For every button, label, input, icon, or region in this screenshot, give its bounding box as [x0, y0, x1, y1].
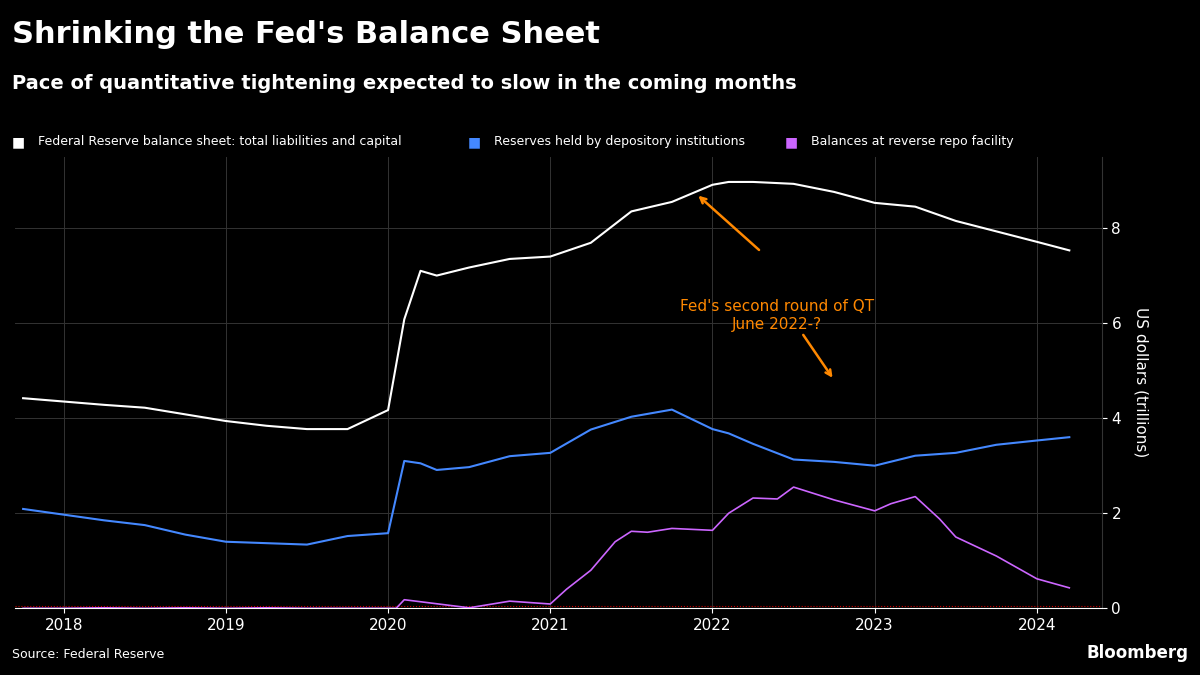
- Text: Bloomberg: Bloomberg: [1086, 643, 1188, 662]
- Text: ■: ■: [468, 135, 481, 149]
- Text: Reserves held by depository institutions: Reserves held by depository institutions: [494, 135, 745, 148]
- Text: Fed's second round of QT
June 2022-?: Fed's second round of QT June 2022-?: [680, 299, 875, 331]
- Text: Shrinking the Fed's Balance Sheet: Shrinking the Fed's Balance Sheet: [12, 20, 600, 49]
- Text: Balances at reverse repo facility: Balances at reverse repo facility: [811, 135, 1014, 148]
- Text: Source: Federal Reserve: Source: Federal Reserve: [12, 649, 164, 662]
- Y-axis label: US dollars (trillions): US dollars (trillions): [1134, 307, 1150, 458]
- Text: Federal Reserve balance sheet: total liabilities and capital: Federal Reserve balance sheet: total lia…: [38, 135, 402, 148]
- Text: Pace of quantitative tightening expected to slow in the coming months: Pace of quantitative tightening expected…: [12, 74, 797, 93]
- Text: ■: ■: [785, 135, 798, 149]
- Text: ■: ■: [12, 135, 25, 149]
